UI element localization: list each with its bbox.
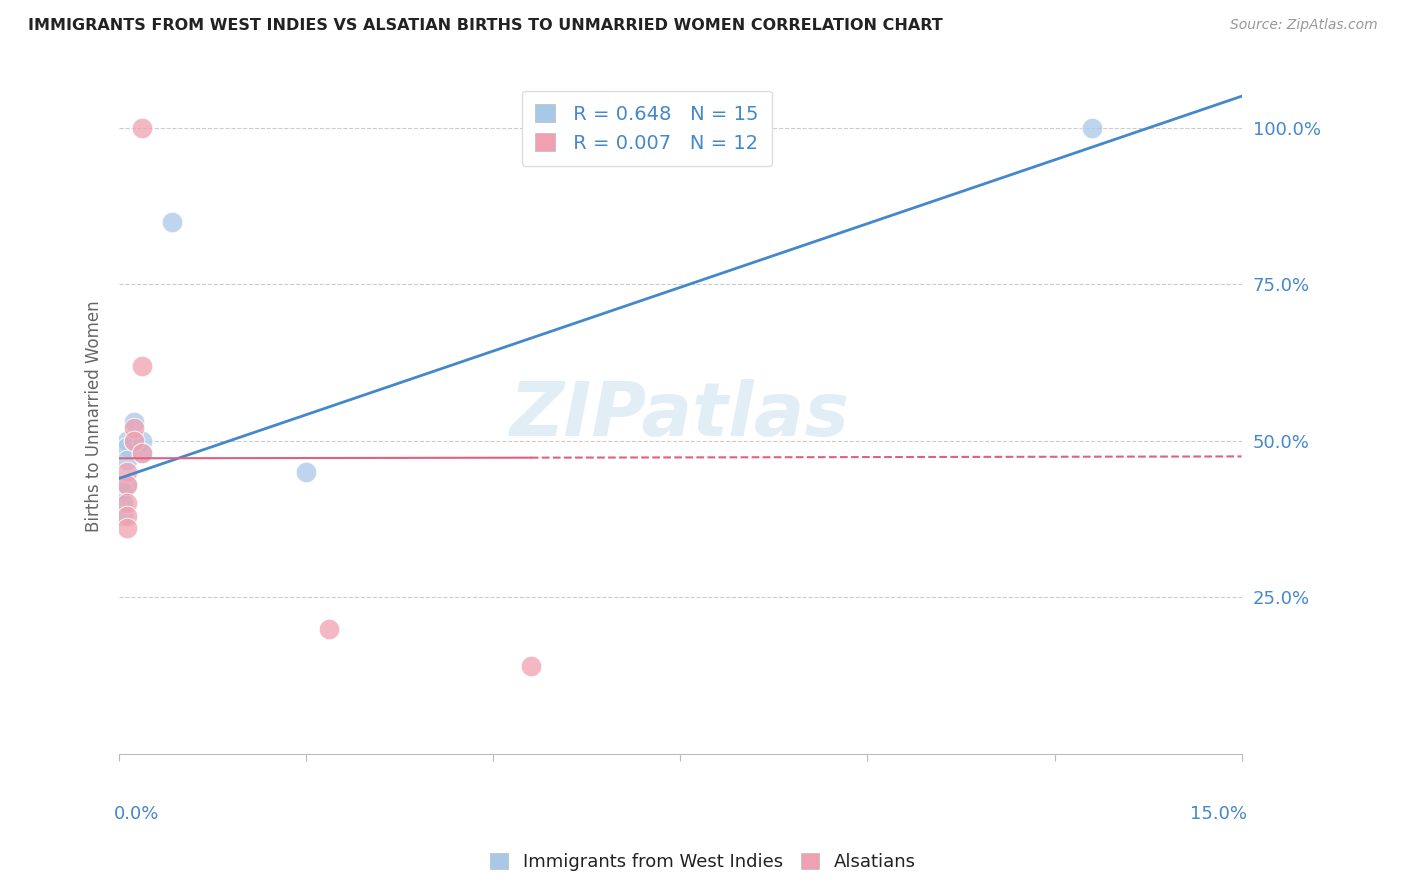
Point — [115, 477, 138, 491]
Point — [557, 120, 579, 135]
Text: ZIPatlas: ZIPatlas — [510, 379, 851, 452]
Point — [115, 508, 138, 523]
Point — [111, 496, 134, 510]
Point — [131, 359, 153, 373]
Point — [115, 521, 138, 535]
Point — [131, 434, 153, 448]
Point — [115, 452, 138, 467]
Text: IMMIGRANTS FROM WEST INDIES VS ALSATIAN BIRTHS TO UNMARRIED WOMEN CORRELATION CH: IMMIGRANTS FROM WEST INDIES VS ALSATIAN … — [28, 18, 943, 33]
Legend: Immigrants from West Indies, Alsatians: Immigrants from West Indies, Alsatians — [484, 846, 922, 879]
Point — [131, 446, 153, 460]
Point — [122, 434, 145, 448]
Point — [122, 434, 145, 448]
Point — [115, 496, 138, 510]
Point — [111, 483, 134, 498]
Text: 0.0%: 0.0% — [114, 805, 159, 822]
Point — [520, 659, 543, 673]
Point — [115, 477, 138, 491]
Point — [122, 421, 145, 435]
Point — [115, 440, 138, 454]
Point — [295, 465, 318, 479]
Point — [111, 508, 134, 523]
Point — [160, 214, 183, 228]
Point — [318, 622, 340, 636]
Point — [122, 415, 145, 429]
Y-axis label: Births to Unmarried Women: Births to Unmarried Women — [86, 300, 103, 532]
Point — [1081, 120, 1104, 135]
Point — [131, 120, 153, 135]
Legend:  R = 0.648   N = 15,  R = 0.007   N = 12: R = 0.648 N = 15, R = 0.007 N = 12 — [522, 91, 772, 166]
Text: Source: ZipAtlas.com: Source: ZipAtlas.com — [1230, 18, 1378, 32]
Point — [131, 446, 153, 460]
Point — [115, 434, 138, 448]
Text: 15.0%: 15.0% — [1191, 805, 1247, 822]
Point — [115, 465, 138, 479]
